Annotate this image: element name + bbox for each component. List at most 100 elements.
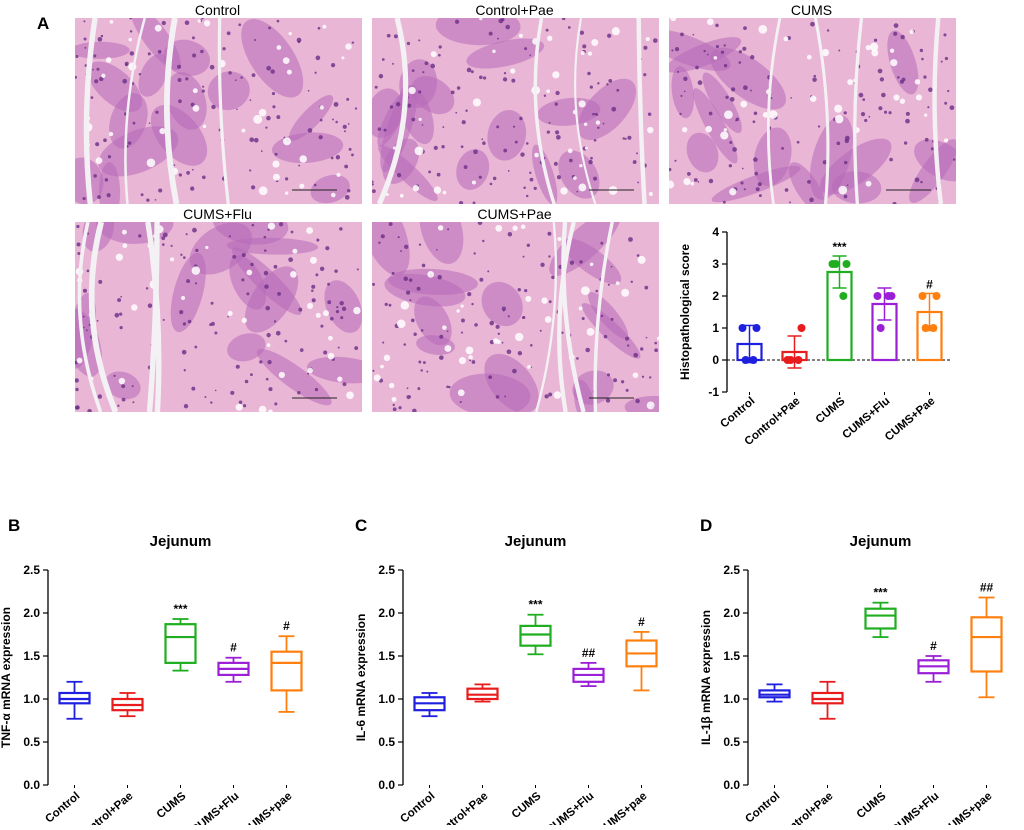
x-tick-label: CUMS+Flu: [189, 790, 241, 825]
y-tick-label: 2.5: [723, 563, 740, 577]
y-tick-label: -1: [708, 385, 719, 399]
y-tick-label: 0.5: [378, 735, 395, 749]
x-tick-label: Control+Pae: [776, 790, 836, 825]
x-tick-label: CUMS: [510, 790, 544, 821]
data-point: [797, 324, 806, 332]
significance-label: ##: [980, 581, 994, 595]
significance-label: #: [930, 639, 937, 653]
y-tick-label: 2.0: [23, 606, 40, 620]
y-tick-label: 0.5: [723, 735, 740, 749]
significance-label: ***: [173, 602, 187, 616]
micrograph-cums-pae-image: [372, 222, 659, 412]
micrograph-cums-flu-image: [75, 222, 362, 412]
y-axis-label: TNF-α mRNA expression: [0, 607, 13, 748]
significance-label: #: [926, 277, 933, 291]
data-point: [839, 292, 848, 300]
y-tick-label: 4: [712, 225, 719, 239]
x-tick-label: CUMS: [814, 395, 848, 426]
data-point: [921, 324, 930, 332]
box: [864, 607, 897, 630]
y-tick-label: 1.5: [378, 649, 395, 663]
y-tick-label: 1.0: [723, 692, 740, 706]
chart-title: Jejunum: [150, 533, 212, 550]
data-point: [929, 324, 938, 332]
data-point: [831, 260, 840, 268]
x-tick-label: Control: [398, 790, 437, 825]
data-point: [932, 292, 941, 300]
panel-letter-c: C: [355, 516, 368, 535]
y-tick-label: 0.5: [23, 735, 40, 749]
x-tick-label: CUMS+Flu: [889, 790, 941, 825]
x-tick-label: CUMS: [155, 790, 189, 821]
x-tick-label: CUMS+pae: [940, 790, 994, 825]
y-tick-label: 3: [712, 257, 719, 271]
x-tick-label: CUMS+Flu: [544, 790, 596, 825]
y-tick-label: 1.0: [23, 692, 40, 706]
x-tick-label: CUMS: [855, 790, 889, 821]
significance-label: #: [230, 641, 237, 655]
box: [270, 650, 303, 692]
y-axis-label: IL-6 mRNA expression: [355, 614, 368, 742]
panel-letter-a: A: [37, 14, 50, 33]
x-tick-label: CUMS+Pae: [883, 395, 937, 443]
data-point: [873, 292, 882, 300]
micrograph-control-pae: [372, 18, 659, 204]
micrograph-cums-image: [669, 18, 956, 204]
data-point: [786, 356, 795, 364]
box: [519, 624, 552, 647]
micrograph-control-pae-image: [372, 18, 659, 204]
micrograph-control: [75, 18, 362, 204]
data-point: [752, 324, 761, 332]
x-tick-label: Control: [743, 790, 782, 825]
chart-title: Jejunum: [505, 533, 567, 550]
y-tick-label: 2.0: [723, 606, 740, 620]
il6-chart: Jejunum 0.0 0.5 1.0 1.5 2.0 2.5 IL-6 mRNA expre…: [355, 533, 658, 825]
y-tick-label: 1: [712, 321, 719, 335]
x-tick-label: Control+Pae: [76, 790, 136, 825]
data-point: [794, 356, 803, 364]
data-point: [749, 356, 758, 364]
y-tick-label: 2: [712, 289, 719, 303]
y-tick-label: 0: [712, 353, 719, 367]
panel-letter-d: D: [700, 516, 713, 535]
significance-label: ***: [832, 240, 846, 254]
x-tick-label: Control: [718, 395, 757, 430]
micrograph-cums-flu: [75, 222, 362, 412]
data-point: [884, 292, 893, 300]
box: [970, 616, 1003, 673]
micrograph-cums-pae: [372, 222, 659, 412]
significance-label: #: [283, 619, 290, 633]
y-axis-label: IL-1β mRNA expression: [700, 610, 713, 745]
micrograph-title-cums-pae: CUMS+Pae: [477, 206, 552, 222]
tnf-alpha-chart: Jejunum 0.0 0.5 1.0 1.5 2.0 2.5 TNF-α mRNA expr…: [0, 533, 303, 825]
data-point: [738, 324, 747, 332]
micrograph-cums: [669, 18, 956, 204]
x-tick-label: CUMS+pae: [240, 790, 294, 825]
data-point: [876, 324, 885, 332]
y-tick-label: 1.5: [723, 649, 740, 663]
x-tick-label: Control: [43, 790, 82, 825]
x-tick-label: CUMS+pae: [595, 790, 649, 825]
data-point: [741, 356, 750, 364]
micrograph-title-control: Control: [194, 2, 241, 18]
box: [164, 623, 197, 664]
chart-title: Jejunum: [850, 533, 912, 550]
data-point: [842, 260, 851, 268]
micrograph-control-image: [75, 18, 362, 204]
y-tick-label: 2.0: [378, 606, 395, 620]
y-tick-label: 0.0: [378, 778, 395, 792]
significance-label: ***: [873, 586, 887, 600]
y-tick-label: 0.0: [23, 778, 40, 792]
significance-label: ##: [582, 646, 596, 660]
significance-label: ***: [528, 598, 542, 612]
panel-letter-b: B: [8, 516, 21, 535]
y-tick-label: 1.0: [378, 692, 395, 706]
significance-label: #: [638, 615, 645, 629]
data-point: [918, 292, 927, 300]
x-tick-label: Control+Pae: [431, 790, 491, 825]
y-tick-label: 2.5: [23, 563, 40, 577]
micrograph-title-cums: CUMS: [790, 2, 833, 18]
y-tick-label: 1.5: [23, 649, 40, 663]
y-tick-label: 0.0: [723, 778, 740, 792]
